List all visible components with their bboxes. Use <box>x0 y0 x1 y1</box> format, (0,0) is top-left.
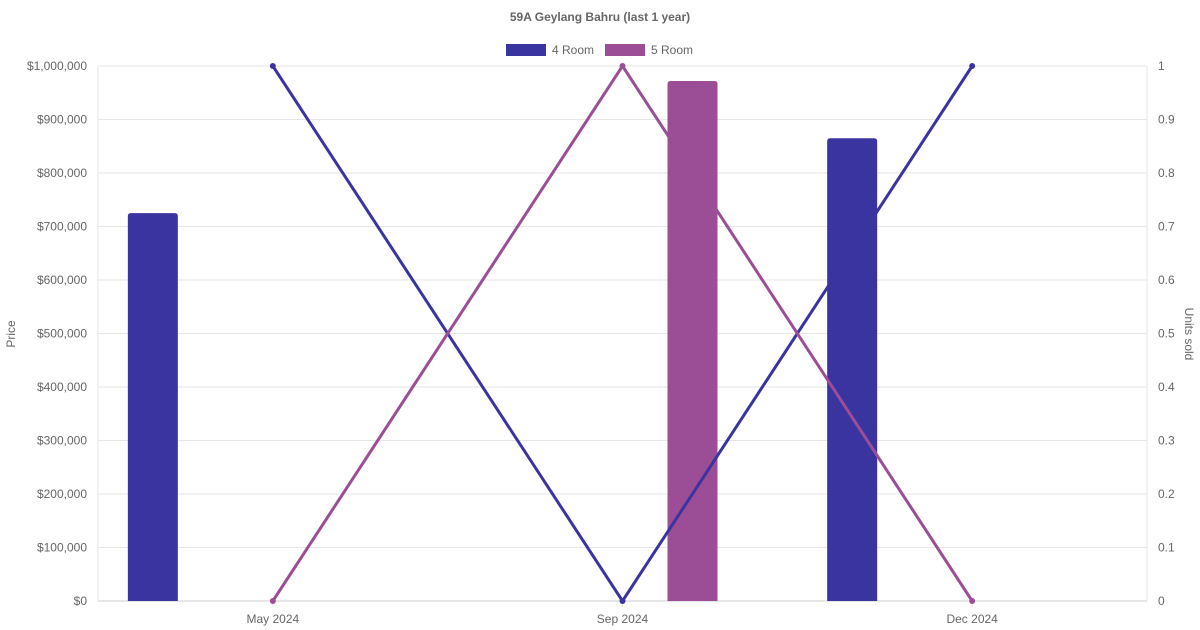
point-4-room <box>619 598 626 604</box>
y-axis-left-label: Price <box>4 320 18 348</box>
x-tick-label: Dec 2024 <box>946 612 998 626</box>
y-right-tick-label: 0.5 <box>1158 327 1175 341</box>
y-axis-left-ticks: $0 $100,000 $200,000 $300,000 $400,000 $500,0… <box>27 59 87 608</box>
y-right-tick-label: 1 <box>1158 59 1165 73</box>
y-right-tick-label: 0.1 <box>1158 541 1175 555</box>
y-left-tick-label: $900,000 <box>37 113 87 127</box>
y-right-tick-label: 0.7 <box>1158 220 1175 234</box>
point-4-room <box>969 63 976 69</box>
y-right-tick-label: 0 <box>1158 594 1165 608</box>
bar-4-room <box>827 138 878 601</box>
y-left-tick-label: $100,000 <box>37 541 87 555</box>
y-right-tick-label: 0.3 <box>1158 434 1175 448</box>
legend-swatch <box>506 44 546 56</box>
y-left-tick-label: $400,000 <box>37 380 87 394</box>
line-series <box>269 63 976 604</box>
x-tick-label: Sep 2024 <box>597 612 649 626</box>
legend-label: 4 Room <box>552 43 594 57</box>
y-right-tick-label: 0.8 <box>1158 166 1175 180</box>
point-5-room <box>619 63 626 69</box>
y-right-tick-label: 0.4 <box>1158 380 1175 394</box>
y-right-tick-label: 0.6 <box>1158 273 1175 287</box>
grid-lines <box>97 65 1148 602</box>
y-right-tick-label: 0.9 <box>1158 113 1175 127</box>
x-tick-label: May 2024 <box>246 612 299 626</box>
x-axis-ticks: May 2024 Sep 2024 Dec 2024 <box>246 601 998 626</box>
legend-label: 5 Room <box>651 43 693 57</box>
bar-4-room <box>127 213 178 601</box>
y-left-tick-label: $600,000 <box>37 273 87 287</box>
y-left-tick-label: $700,000 <box>37 220 87 234</box>
bar-series <box>127 80 878 602</box>
y-axis-right-label: Units sold <box>1182 308 1196 361</box>
y-axis-right-ticks: 0 0.1 0.2 0.3 0.4 0.5 0.6 0.7 0.8 0.9 1 <box>1158 59 1175 608</box>
y-left-tick-label: $200,000 <box>37 487 87 501</box>
legend-swatch <box>605 44 645 56</box>
y-left-tick-label: $800,000 <box>37 166 87 180</box>
y-left-tick-label: $300,000 <box>37 434 87 448</box>
chart-title: 59A Geylang Bahru (last 1 year) <box>510 10 690 24</box>
legend: 4 Room 5 Room <box>506 43 693 57</box>
point-5-room <box>969 598 976 604</box>
bar-5-room <box>667 80 718 602</box>
y-left-tick-label: $500,000 <box>37 327 87 341</box>
y-right-tick-label: 0.2 <box>1158 487 1175 501</box>
y-left-tick-label: $0 <box>74 594 88 608</box>
point-4-room <box>269 63 276 69</box>
y-left-tick-label: $1,000,000 <box>27 59 87 73</box>
point-5-room <box>269 598 276 604</box>
